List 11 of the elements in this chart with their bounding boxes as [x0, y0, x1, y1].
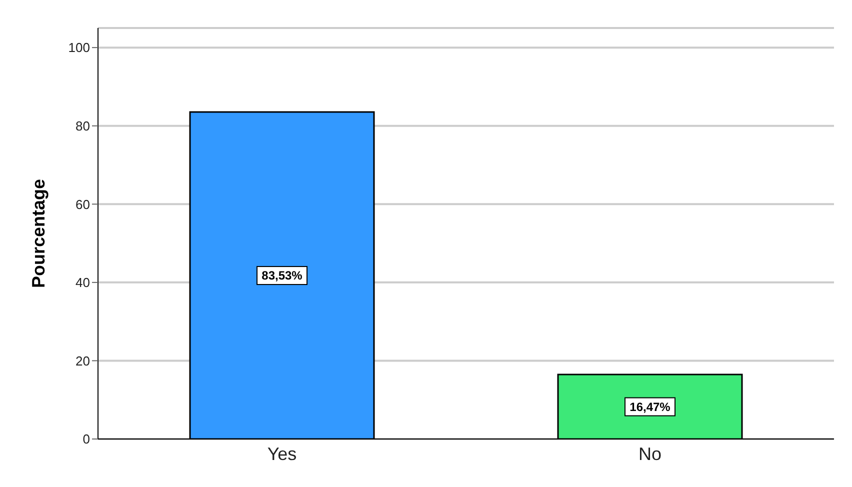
- y-tick-label: 80: [76, 118, 90, 134]
- y-tick-label: 60: [76, 196, 90, 212]
- y-tick-label: 100: [68, 40, 90, 56]
- y-tick-label: 40: [76, 275, 90, 290]
- x-tick-label: Yes: [267, 444, 297, 464]
- y-axis-title: Pourcentage: [28, 178, 48, 288]
- y-tick-label: 20: [76, 353, 90, 368]
- data-label: 83,53%: [262, 268, 303, 283]
- x-tick-label: No: [638, 444, 662, 464]
- y-tick-label: 0: [82, 432, 90, 447]
- data-label: 16,47%: [630, 400, 671, 414]
